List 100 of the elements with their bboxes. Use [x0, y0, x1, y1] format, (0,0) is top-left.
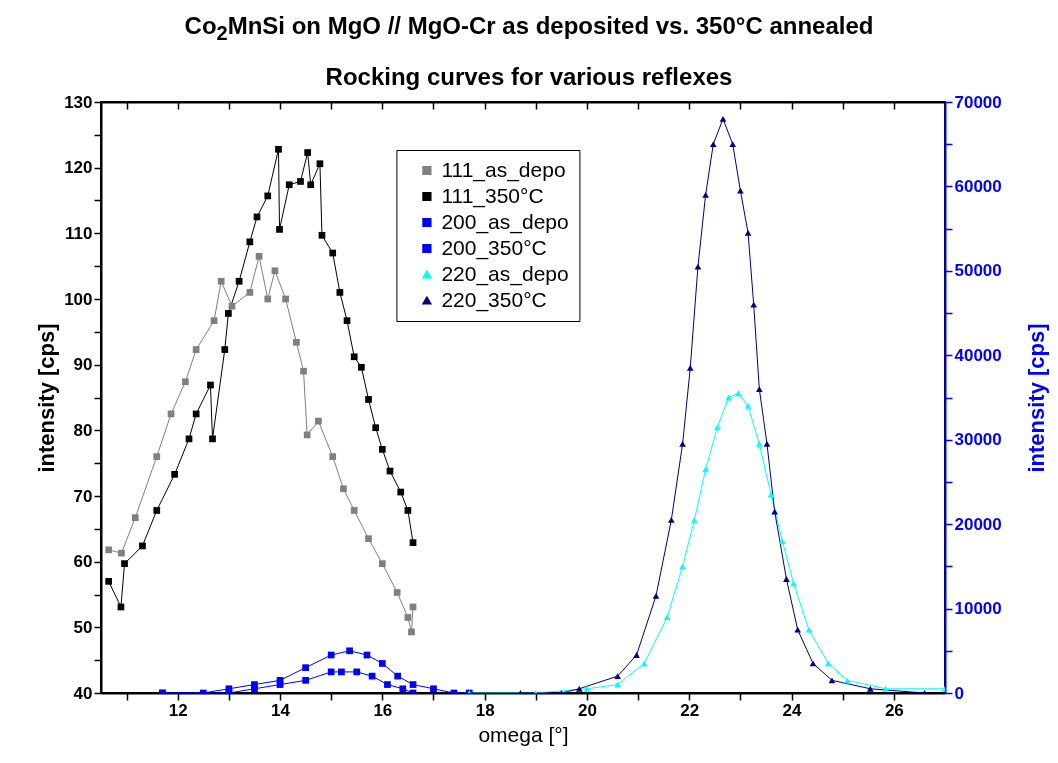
point: [293, 338, 300, 346]
point: [755, 386, 763, 392]
point: [409, 539, 417, 546]
point: [652, 593, 660, 599]
point: [744, 229, 752, 236]
x-tick-label: 14: [271, 700, 291, 720]
point: [153, 453, 161, 460]
legend-label: 111_350°C: [441, 183, 544, 208]
y-tick-label: 40: [73, 683, 93, 703]
y2-tick-label: 60000: [954, 176, 1002, 196]
point: [393, 589, 401, 596]
point: [228, 302, 236, 310]
point: [805, 626, 813, 633]
point: [264, 192, 272, 200]
point: [192, 346, 200, 353]
point: [783, 576, 790, 582]
point: [105, 578, 113, 585]
point: [679, 441, 686, 447]
y2-tick-label: 70000: [954, 92, 1002, 112]
point: [404, 507, 412, 514]
point: [350, 507, 358, 514]
point: [575, 685, 583, 692]
y2-tick-label: 40000: [954, 345, 1002, 365]
point: [276, 676, 284, 684]
point: [271, 267, 279, 275]
point: [430, 685, 437, 693]
point: [285, 181, 293, 189]
point: [225, 685, 233, 693]
point: [633, 652, 640, 658]
point: [702, 191, 709, 198]
point: [327, 668, 335, 676]
point: [338, 668, 345, 676]
y-tick-label: 70: [73, 486, 93, 506]
point: [343, 317, 351, 325]
y2-tick-label: 0: [954, 683, 964, 703]
point: [744, 403, 752, 409]
point: [399, 685, 407, 693]
point: [372, 424, 380, 432]
point: [691, 517, 698, 523]
point: [378, 660, 386, 667]
x-tick-label: 22: [680, 700, 700, 720]
point: [264, 295, 272, 303]
point: [667, 517, 675, 523]
point: [686, 365, 694, 371]
point: [408, 628, 415, 636]
point: [329, 453, 337, 460]
y-tick-label: 80: [73, 420, 93, 440]
y-axis-title: intensity [cps]: [34, 323, 60, 473]
point: [304, 149, 312, 156]
point: [353, 668, 361, 676]
point: [315, 417, 322, 425]
x-tick-label: 16: [373, 700, 393, 720]
y2-tick-label: 30000: [954, 430, 1002, 450]
point: [225, 310, 232, 317]
point: [171, 470, 179, 478]
point: [340, 485, 347, 493]
legend-label: 220_as_depo: [441, 261, 569, 286]
point: [358, 363, 365, 371]
y2-tick-label: 10000: [954, 599, 1002, 619]
point: [709, 141, 717, 148]
y-tick-label: 130: [64, 92, 93, 112]
point: [276, 226, 283, 233]
point: [394, 672, 402, 680]
point: [378, 560, 386, 567]
point: [365, 535, 372, 543]
point: [350, 353, 358, 361]
point: [316, 160, 324, 168]
point: [384, 681, 391, 688]
point: [409, 681, 417, 688]
point: [235, 277, 243, 285]
point: [346, 647, 353, 655]
point: [300, 367, 307, 375]
point: [729, 141, 737, 148]
point: [307, 181, 315, 189]
legend-label: 111_as_depo: [441, 157, 566, 182]
x-tick-label: 12: [168, 700, 188, 720]
chart-subtitle: Rocking curves for various reflexes: [325, 62, 733, 90]
y-tick-label: 110: [65, 223, 93, 243]
point: [702, 466, 709, 473]
point: [378, 446, 386, 453]
x-tick-label: 24: [782, 700, 803, 720]
point: [336, 289, 344, 296]
point: [365, 396, 372, 403]
point: [121, 560, 128, 567]
point: [763, 441, 771, 447]
point: [719, 115, 727, 122]
point: [255, 252, 263, 260]
y-tick-label: 50: [73, 617, 93, 637]
point: [207, 381, 214, 389]
x-tick-label: 26: [884, 700, 904, 720]
legend-label: 200_as_depo: [441, 209, 569, 234]
point: [329, 249, 337, 257]
legend-label: 220_350°C: [441, 287, 547, 312]
point: [118, 549, 125, 557]
chart-title: Co$_{2}$MnSi on MgO // MgO-Cr as deposited vs. 350°C annealed: [183, 11, 875, 46]
point: [139, 542, 146, 550]
point: [778, 538, 786, 544]
point: [302, 664, 309, 672]
point: [809, 660, 817, 667]
point: [297, 178, 304, 185]
